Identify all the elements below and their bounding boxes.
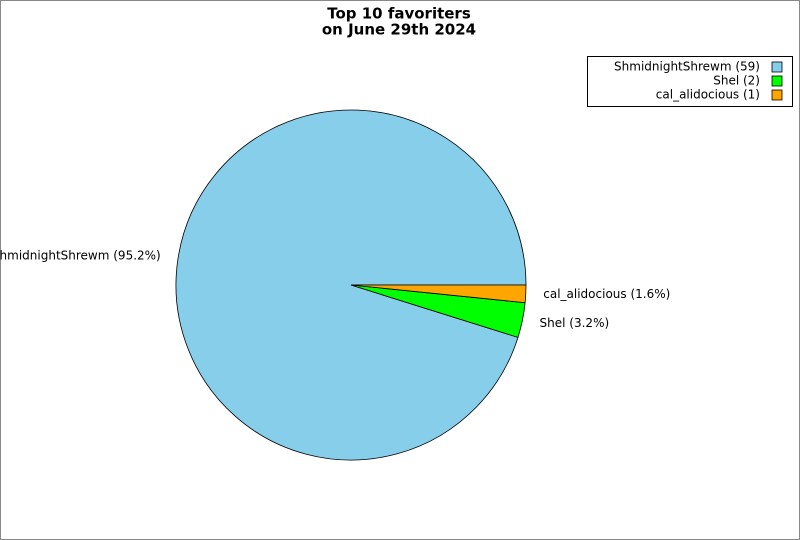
legend-label: ShmidnightShrewm (59) bbox=[614, 60, 760, 74]
legend-swatch bbox=[771, 61, 783, 73]
chart-title: Top 10 favoriters bbox=[327, 5, 471, 23]
legend-label: Shel (2) bbox=[713, 74, 760, 88]
legend-label: cal_alidocious (1) bbox=[656, 88, 760, 102]
legend-box bbox=[587, 56, 793, 107]
slice-label: Shel (3.2%) bbox=[540, 316, 610, 330]
legend-swatch bbox=[771, 75, 783, 87]
pie-slice bbox=[350, 284, 527, 304]
slice-label: cal_alidocious (1.6%) bbox=[543, 287, 670, 301]
chart-subtitle: on June 29th 2024 bbox=[322, 21, 476, 39]
slice-label: ShmidnightShrewm (95.2%) bbox=[0, 248, 161, 262]
legend-swatch bbox=[771, 89, 783, 101]
